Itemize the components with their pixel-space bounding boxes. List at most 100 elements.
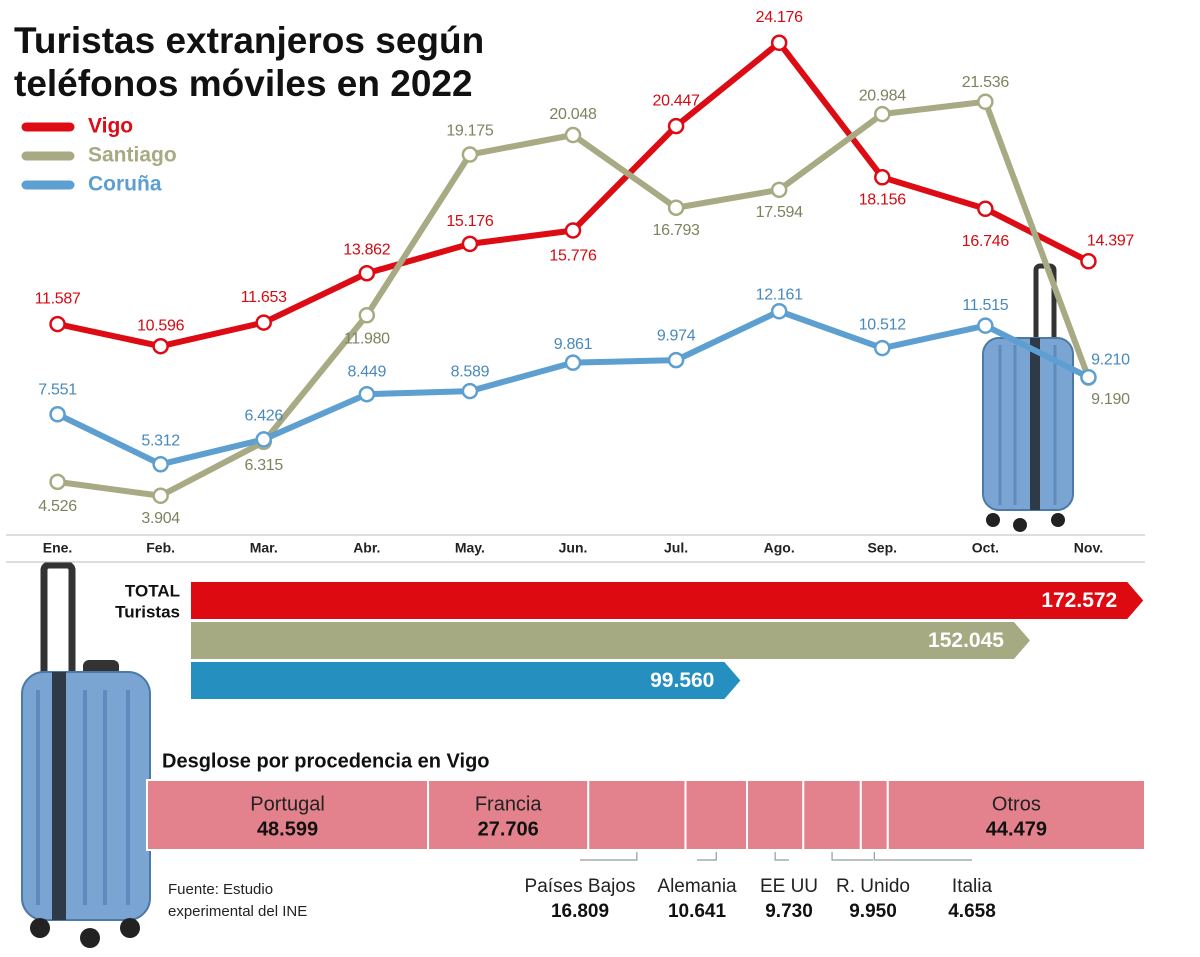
segment-value: 9.950 xyxy=(849,901,897,922)
legend-label: Vigo xyxy=(88,115,133,138)
point xyxy=(49,315,66,333)
data-label: 24.176 xyxy=(756,9,804,26)
point xyxy=(152,487,169,505)
segment-value: 10.641 xyxy=(668,901,727,922)
x-tick-label: Ago. xyxy=(764,540,795,556)
suitcase-left xyxy=(21,561,151,948)
point xyxy=(1080,368,1097,386)
point xyxy=(667,199,685,216)
point xyxy=(1080,253,1097,270)
x-tick-label: Feb. xyxy=(146,540,175,556)
segment xyxy=(684,779,749,851)
bar xyxy=(191,662,741,699)
data-label: 7.551 xyxy=(38,381,77,398)
point xyxy=(874,105,891,123)
segment xyxy=(587,779,687,851)
segment-label: Alemania xyxy=(657,876,737,897)
leader-line xyxy=(873,852,972,861)
point xyxy=(770,181,788,199)
point xyxy=(667,351,685,369)
segment-label: Otros xyxy=(992,793,1041,815)
data-label: 10.596 xyxy=(137,317,185,334)
breakdown-title: Desglose por procedencia en Vigo xyxy=(162,750,490,772)
point xyxy=(564,126,582,144)
x-tick-label: Sep. xyxy=(867,540,897,556)
point xyxy=(770,302,788,320)
segment-label: Francia xyxy=(475,793,543,815)
chart-title: Turistas extranjeros según xyxy=(14,20,484,61)
data-label: 13.862 xyxy=(343,241,391,258)
data-label: 11.980 xyxy=(344,331,390,348)
point xyxy=(667,117,685,135)
point xyxy=(358,307,376,324)
data-label: 8.449 xyxy=(348,363,387,380)
point xyxy=(977,93,994,111)
segment xyxy=(802,779,862,851)
legend-label: Santiago xyxy=(88,144,177,167)
data-label: 11.653 xyxy=(241,289,287,306)
segment-value: 9.730 xyxy=(765,901,813,922)
point xyxy=(461,235,479,253)
segment xyxy=(146,779,430,851)
data-label: 9.861 xyxy=(554,336,593,353)
x-tick-label: May. xyxy=(455,540,485,556)
x-tick-label: Abr. xyxy=(353,540,380,556)
data-label: 16.793 xyxy=(653,222,701,239)
point xyxy=(564,354,582,371)
segment-value: 4.658 xyxy=(948,901,996,922)
x-tick-label: Ene. xyxy=(43,540,73,556)
data-label: 20.447 xyxy=(653,92,701,109)
point xyxy=(461,382,479,400)
point xyxy=(49,406,66,423)
data-label: 15.776 xyxy=(549,248,597,265)
x-tick-label: Mar. xyxy=(250,540,278,556)
bar-group-label: TOTAL xyxy=(125,581,180,600)
segment xyxy=(746,779,805,851)
bar-value-label: 152.045 xyxy=(928,629,1004,652)
data-label: 9.210 xyxy=(1091,351,1130,368)
series-line xyxy=(57,98,1092,499)
x-tick-label: Jul. xyxy=(664,540,688,556)
point xyxy=(977,200,994,218)
segment-label: Italia xyxy=(952,876,993,897)
data-label: 6.315 xyxy=(244,457,283,474)
segment-label: EE UU xyxy=(760,876,818,897)
data-label: 5.312 xyxy=(141,433,180,450)
data-label: 10.512 xyxy=(859,316,907,333)
x-tick-label: Nov. xyxy=(1074,540,1103,556)
data-label: 15.176 xyxy=(446,213,494,230)
source: experimental del INE xyxy=(168,903,307,920)
data-label: 16.746 xyxy=(962,233,1010,250)
point xyxy=(874,169,891,186)
bar xyxy=(191,582,1144,619)
data-label: 11.515 xyxy=(962,297,1008,314)
point xyxy=(358,385,376,403)
segment-value: 44.479 xyxy=(986,818,1047,840)
segment-value: 27.706 xyxy=(478,818,539,840)
point xyxy=(977,317,994,334)
data-label: 9.190 xyxy=(1091,391,1130,408)
point xyxy=(152,337,169,355)
point xyxy=(874,339,891,357)
leader-line xyxy=(831,852,873,861)
segment xyxy=(859,779,889,851)
bar-value-label: 99.560 xyxy=(650,669,714,692)
segment-label: R. Unido xyxy=(836,876,910,897)
point xyxy=(49,473,66,491)
data-label: 3.904 xyxy=(141,510,180,527)
segment-label: Países Bajos xyxy=(525,876,636,897)
data-label: 14.397 xyxy=(1087,233,1135,250)
data-label: 21.536 xyxy=(962,74,1010,91)
segment xyxy=(427,779,590,851)
chart-title: teléfonos móviles en 2022 xyxy=(14,63,473,104)
data-label: 11.587 xyxy=(35,290,81,307)
leader-line xyxy=(774,852,789,861)
segment-value: 16.809 xyxy=(551,901,609,922)
point xyxy=(255,431,272,448)
data-label: 8.589 xyxy=(451,363,490,380)
data-label: 19.175 xyxy=(446,123,494,140)
suitcase-right xyxy=(982,263,1074,532)
data-label: 4.526 xyxy=(38,498,77,515)
data-label: 6.426 xyxy=(244,408,283,425)
